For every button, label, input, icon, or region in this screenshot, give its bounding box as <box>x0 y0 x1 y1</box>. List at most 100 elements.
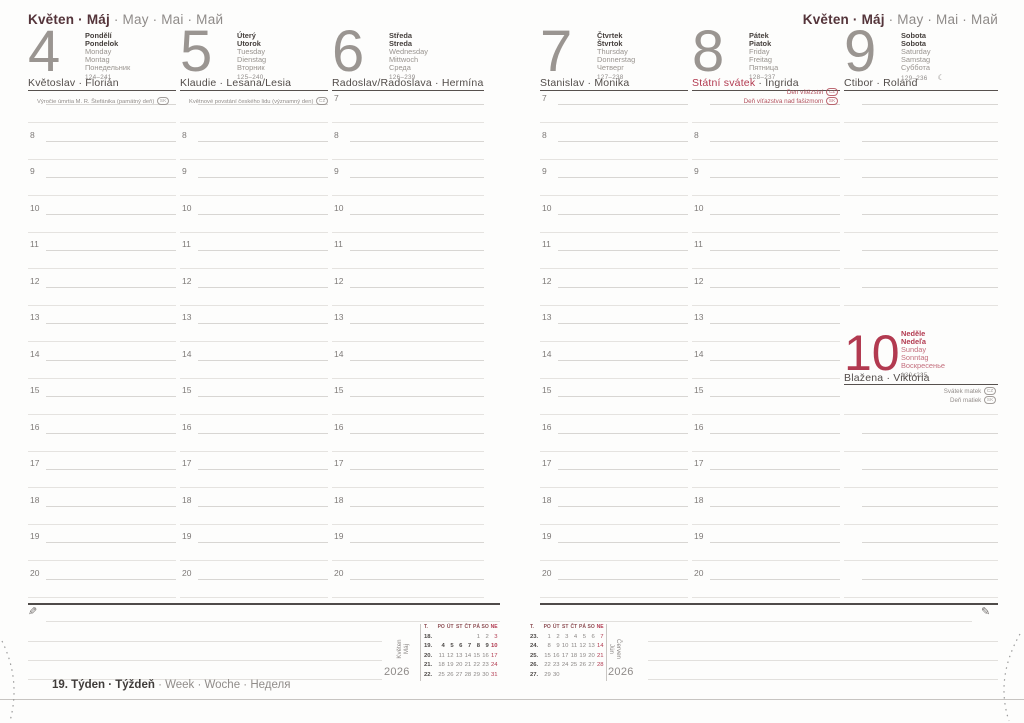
hour-label: 17 <box>30 458 40 469</box>
day-name-bold: Streda <box>389 38 413 48</box>
hour-label: 8 <box>182 129 187 140</box>
day-names: Neděle Nedeľa Sunday Sonntag Воскресенье 130–… <box>901 330 945 379</box>
nameday-underline <box>540 90 688 92</box>
hour-line <box>862 213 998 215</box>
note-line <box>28 660 382 661</box>
minical-day: 18 <box>438 662 445 669</box>
hour-label: 9 <box>542 166 547 177</box>
hour-line <box>710 140 840 142</box>
hour-line <box>350 286 484 288</box>
hour-label: 7 <box>542 93 547 103</box>
hour-line <box>198 359 328 361</box>
day-name-bold: Úterý <box>237 31 256 40</box>
hour-line <box>198 250 328 252</box>
minical-day: 9 <box>556 643 560 650</box>
holiday-note: Výročie úmrtia M. R. Štefánika (pamätný … <box>37 97 176 106</box>
hour-label: 15 <box>30 385 40 396</box>
note-line <box>648 641 998 642</box>
month-name-slovak: Máj <box>86 12 110 27</box>
minical-day: 23 <box>482 662 489 669</box>
minical-day: 1 <box>547 633 551 640</box>
minical-day: 10 <box>561 643 569 650</box>
hour-label: 13 <box>334 312 344 323</box>
minical-day: 19 <box>447 662 454 669</box>
hour-label: 19 <box>182 531 192 542</box>
hour-line <box>46 359 176 361</box>
half-hour-line <box>844 158 998 160</box>
day-name-intl: Mittwoch <box>389 54 419 64</box>
month-separator: · <box>848 12 862 27</box>
hour-label: 10 <box>334 202 344 213</box>
nameday-underline <box>28 90 176 92</box>
half-hour-line <box>28 158 176 160</box>
day-name-intl: Wednesday <box>389 46 428 56</box>
half-hour-line <box>28 195 176 197</box>
minical-day-col-header: ST <box>562 624 569 630</box>
day-of-year-range: 128–237 <box>749 73 776 81</box>
half-hour-line <box>844 560 998 562</box>
hour-line <box>558 469 688 471</box>
hour-label: 18 <box>694 494 704 505</box>
hour-line <box>350 579 484 581</box>
minical-divider <box>606 624 607 681</box>
nameday-text: Státní svátek <box>692 77 756 89</box>
minical-day <box>462 633 471 643</box>
minical-day: 27 <box>455 671 463 678</box>
hour-line <box>46 505 176 507</box>
country-tag-cz: CZ <box>316 97 329 105</box>
half-hour-line <box>692 377 840 379</box>
hour-label: 19 <box>694 531 704 542</box>
minical-day: 24 <box>561 662 569 669</box>
hour-label: 16 <box>30 421 40 432</box>
day-name-bold: Sobota <box>901 31 927 40</box>
hour-line <box>46 396 176 398</box>
half-hour-line <box>844 597 998 599</box>
half-hour-line <box>540 377 688 379</box>
hour-line <box>862 579 998 581</box>
day-name-intl: Montag <box>85 54 110 64</box>
hour-label: 14 <box>542 348 552 359</box>
month-name-slovak: Máj <box>861 12 885 27</box>
hour-line <box>862 140 998 142</box>
day-names: Čtvrtek Štvrtok Thursday Donnerstag Четверг 1… <box>597 32 635 81</box>
hour-line <box>862 177 998 179</box>
hour-line <box>558 505 688 507</box>
minical-day: 17 <box>561 652 569 659</box>
half-hour-line <box>332 341 484 343</box>
nameday-underline <box>844 384 998 386</box>
nameday-underline <box>844 90 998 92</box>
hour-line <box>350 396 484 398</box>
minical-day-col-header: SO <box>587 624 595 630</box>
minical-day: 18 <box>570 652 578 659</box>
day-column-2: 5 Úterý Utorok Tuesday Dienstag Вторник 125–24… <box>180 0 329 723</box>
half-hour-line <box>844 122 998 123</box>
minical-day: 12 <box>447 652 454 659</box>
minical-day: 28 <box>597 662 604 669</box>
hour-label: 17 <box>542 458 552 469</box>
minical-day: 20 <box>455 662 463 669</box>
mini-calendar-may: T. PO ÚT ST ČT PÁ SO NE 18. 1 2 3 19. 4 5 6 7 8 9 10 20. 11 12… <box>424 623 498 681</box>
minical-day: 7 <box>600 633 604 640</box>
hour-line <box>350 505 484 507</box>
hour-label: 15 <box>334 385 344 396</box>
half-hour-line <box>540 450 688 452</box>
minical-day-col-header: PO <box>437 624 445 630</box>
half-hour-line <box>540 523 688 525</box>
hour-line <box>198 505 328 507</box>
hour-line <box>198 396 328 398</box>
nameday-underline <box>332 90 484 92</box>
hour-line <box>710 177 840 179</box>
minical-day: 25 <box>438 671 445 678</box>
half-hour-line <box>540 597 688 599</box>
nameday-text: Blažena · Viktória <box>844 372 930 384</box>
minical-day: 4 <box>441 643 445 650</box>
minical-day: 6 <box>591 633 595 640</box>
half-hour-line <box>332 231 484 233</box>
hour-label: 18 <box>182 494 192 505</box>
day-number: 7 <box>540 19 573 84</box>
half-hour-line <box>540 560 688 562</box>
half-hour-line <box>692 560 840 562</box>
minical-day: 7 <box>467 643 472 650</box>
half-hour-line <box>692 341 840 343</box>
